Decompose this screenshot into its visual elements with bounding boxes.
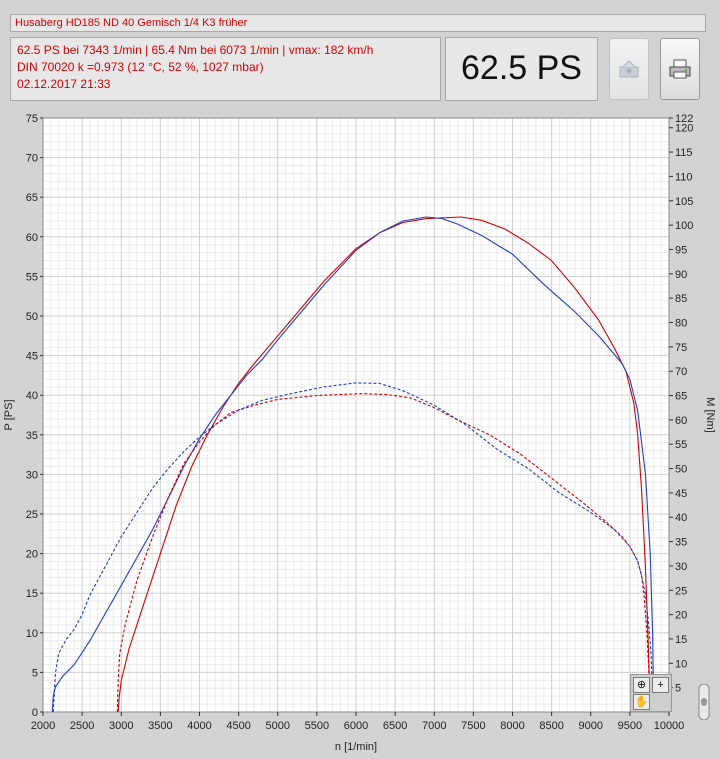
y-tick-label-left: 60 bbox=[26, 232, 38, 244]
timestamp-line: 02.12.2017 21:33 bbox=[17, 77, 111, 91]
x-tick-label: 7500 bbox=[461, 720, 485, 732]
y-tick-label-right: 105 bbox=[675, 196, 693, 208]
y-tick-label-right: 80 bbox=[675, 317, 687, 329]
y-tick-label-right: 25 bbox=[675, 585, 687, 597]
y-tick-label-right: 5 bbox=[675, 683, 681, 695]
peak-power-display: 62.5 PS bbox=[445, 37, 598, 101]
y-tick-label-left: 65 bbox=[26, 192, 38, 204]
x-tick-label: 8500 bbox=[539, 720, 563, 732]
y-tick-label-right: 50 bbox=[675, 464, 687, 476]
x-tick-label: 6000 bbox=[344, 720, 368, 732]
y-tick-label-right: 70 bbox=[675, 366, 687, 378]
y-tick-label-right: 45 bbox=[675, 488, 687, 500]
correction-line: DIN 70020 k =0.973 (12 °C, 52 %, 1027 mb… bbox=[17, 60, 264, 74]
x-tick-label: 7000 bbox=[422, 720, 446, 732]
x-axis-label: n [1/min] bbox=[335, 741, 377, 753]
y-tick-label-left: 30 bbox=[26, 469, 38, 481]
y-tick-label-left: 25 bbox=[26, 509, 38, 521]
y-tick-label-right: 65 bbox=[675, 391, 687, 403]
y-tick-label-right: 40 bbox=[675, 512, 687, 524]
y-axis-label-right: M [Nm] bbox=[704, 397, 716, 432]
dyno-chart: 0 5 10 15 20 25 30 35 40 45 50 55 60 65 70 75 5 10 15 20 25 3… bbox=[0, 108, 720, 754]
x-tick-label: 5000 bbox=[266, 720, 290, 732]
x-tick-label: 5500 bbox=[305, 720, 329, 732]
y-tick-label-left: 55 bbox=[26, 271, 38, 283]
crosshair-tool-button[interactable]: + bbox=[652, 677, 669, 693]
printer-icon bbox=[669, 59, 691, 79]
y-tick-label-right: 110 bbox=[675, 171, 693, 183]
x-tick-label: 6500 bbox=[383, 720, 407, 732]
graph-palette: ⊕ + ✋ bbox=[630, 674, 672, 712]
print-button[interactable] bbox=[660, 38, 700, 100]
series-line-1 bbox=[117, 216, 651, 713]
y-tick-label-right: 122 bbox=[675, 113, 693, 125]
x-tick-label: 9000 bbox=[579, 720, 603, 732]
y-tick-label-left: 35 bbox=[26, 430, 38, 442]
y-tick-label-left: 5 bbox=[32, 667, 38, 679]
result-info-box: 62.5 PS bei 7343 1/min | 65.4 Nm bei 607… bbox=[10, 37, 441, 101]
image-export-icon bbox=[619, 60, 639, 78]
x-tick-label: 2000 bbox=[31, 720, 55, 732]
y-tick-label-right: 35 bbox=[675, 537, 687, 549]
zoom-tool-button[interactable]: ⊕ bbox=[633, 677, 650, 693]
x-tick-label: 10000 bbox=[654, 720, 685, 732]
series-line-2 bbox=[51, 216, 655, 713]
x-tick-label: 9500 bbox=[618, 720, 642, 732]
y-tick-label-left: 70 bbox=[26, 153, 38, 165]
y-tick-label-right: 20 bbox=[675, 610, 687, 622]
export-image-button[interactable] bbox=[609, 38, 649, 100]
header-panel: Husaberg HD185 ND 40 Gemisch 1/4 K3 früh… bbox=[0, 0, 720, 108]
y-tick-label-left: 75 bbox=[26, 113, 38, 125]
y-tick-label-right: 90 bbox=[675, 269, 687, 281]
chart-svg: 0 5 10 15 20 25 30 35 40 45 50 55 60 65 70 75 5 10 15 20 25 3… bbox=[3, 113, 716, 753]
zoom-icon: ⊕ bbox=[636, 679, 647, 691]
y-tick-label-right: 15 bbox=[675, 634, 687, 646]
x-tick-label: 2500 bbox=[70, 720, 94, 732]
y-tick-label-left: 10 bbox=[26, 628, 38, 640]
pan-hand-icon: ✋ bbox=[634, 696, 649, 708]
y-tick-label-right: 30 bbox=[675, 561, 687, 573]
y-tick-label-left: 20 bbox=[26, 549, 38, 561]
x-tick-label: 3500 bbox=[148, 720, 172, 732]
crosshair-icon: + bbox=[657, 679, 664, 691]
y-tick-label-right: 75 bbox=[675, 342, 687, 354]
pan-tool-button[interactable]: ✋ bbox=[633, 694, 650, 710]
x-tick-label: 3000 bbox=[109, 720, 133, 732]
peak-values-line: 62.5 PS bei 7343 1/min | 65.4 Nm bei 607… bbox=[17, 43, 374, 57]
y-tick-label-left: 50 bbox=[26, 311, 38, 323]
series-line-3 bbox=[116, 393, 651, 713]
y-tick-label-right: 100 bbox=[675, 220, 693, 232]
y-tick-label-right: 60 bbox=[675, 415, 687, 427]
scroll-knob[interactable] bbox=[697, 684, 711, 720]
y-tick-label-left: 45 bbox=[26, 351, 38, 363]
y-tick-label-right: 95 bbox=[675, 244, 687, 256]
y-tick-label-left: 15 bbox=[26, 588, 38, 600]
y-tick-label-left: 40 bbox=[26, 390, 38, 402]
y-tick-label-left: 0 bbox=[32, 707, 38, 719]
y-tick-label-right: 85 bbox=[675, 293, 687, 305]
x-tick-label: 4500 bbox=[226, 720, 250, 732]
series-line-4 bbox=[52, 382, 654, 713]
y-tick-label-right: 120 bbox=[675, 123, 693, 135]
x-tick-label: 4000 bbox=[187, 720, 211, 732]
y-tick-label-right: 55 bbox=[675, 439, 687, 451]
y-tick-label-right: 10 bbox=[675, 658, 687, 670]
y-axis-label-left: P [PS] bbox=[3, 400, 15, 431]
run-title: Husaberg HD185 ND 40 Gemisch 1/4 K3 früh… bbox=[10, 14, 706, 32]
x-tick-label: 8000 bbox=[500, 720, 524, 732]
y-tick-label-right: 115 bbox=[675, 147, 693, 159]
